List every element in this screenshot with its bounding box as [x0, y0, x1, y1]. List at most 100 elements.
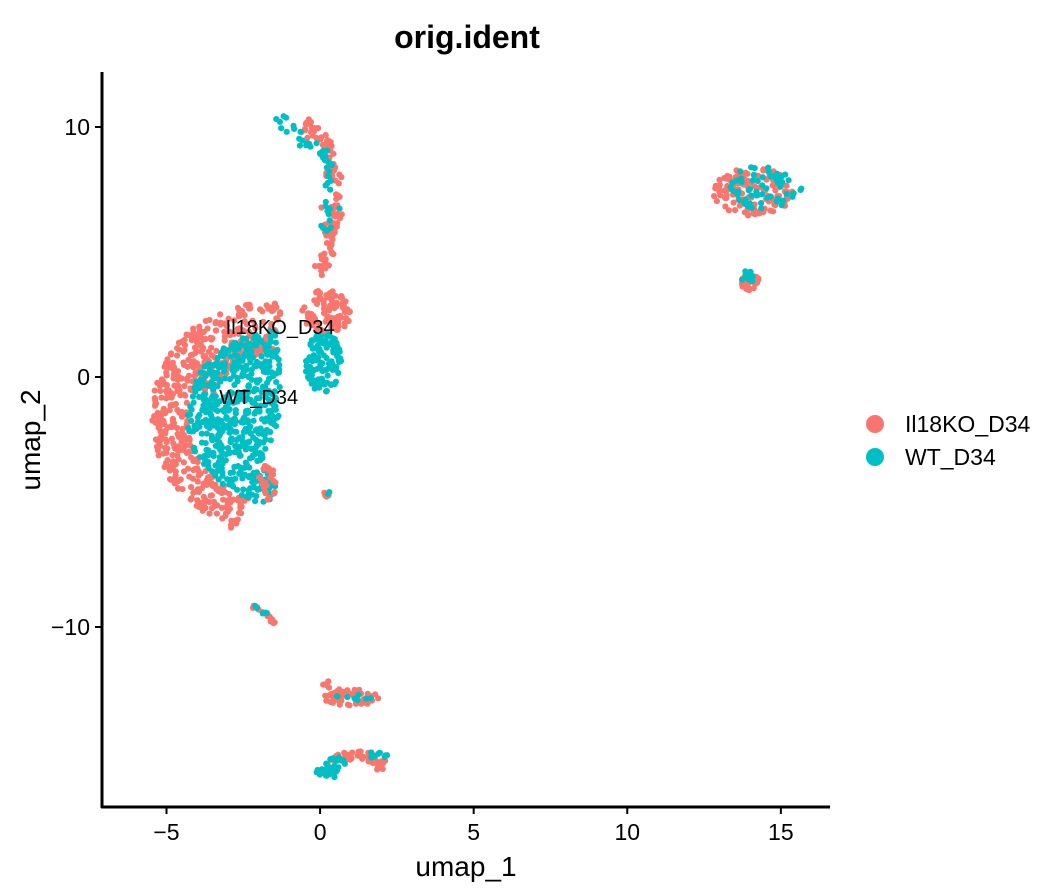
- point-wt-d34: [267, 338, 274, 345]
- point-il18ko-d34: [191, 488, 198, 495]
- point-wt-d34: [246, 464, 253, 471]
- point-wt-d34: [247, 342, 254, 349]
- y-tick-label: 10: [64, 114, 90, 140]
- point-wt-d34: [327, 756, 334, 763]
- point-wt-d34: [338, 757, 345, 764]
- point-il18ko-d34: [162, 436, 169, 443]
- point-il18ko-d34: [179, 425, 186, 432]
- point-wt-d34: [245, 487, 252, 494]
- point-il18ko-d34: [151, 395, 158, 402]
- point-wt-d34: [322, 182, 329, 189]
- point-il18ko-d34: [257, 306, 264, 313]
- point-wt-d34: [249, 478, 256, 486]
- point-wt-d34: [216, 419, 223, 426]
- point-wt-d34: [753, 188, 760, 195]
- point-il18ko-d34: [155, 452, 162, 459]
- point-il18ko-d34: [157, 437, 164, 444]
- point-wt-d34: [226, 406, 233, 413]
- point-il18ko-d34: [339, 299, 346, 306]
- point-wt-d34: [323, 227, 330, 234]
- point-il18ko-d34: [234, 325, 241, 333]
- point-wt-d34: [331, 766, 338, 774]
- point-wt-d34: [789, 193, 796, 200]
- point-wt-d34: [264, 379, 271, 386]
- point-wt-d34: [227, 420, 234, 427]
- point-wt-d34: [267, 437, 274, 444]
- point-il18ko-d34: [185, 332, 192, 339]
- point-wt-d34: [190, 444, 197, 451]
- point-il18ko-d34: [163, 449, 170, 456]
- point-il18ko-d34: [162, 427, 169, 435]
- point-il18ko-d34: [188, 337, 195, 344]
- point-il18ko-d34: [375, 695, 382, 702]
- point-il18ko-d34: [210, 498, 217, 506]
- point-il18ko-d34: [317, 136, 324, 143]
- point-wt-d34: [742, 196, 749, 203]
- point-il18ko-d34: [174, 352, 181, 359]
- point-wt-d34: [260, 431, 267, 438]
- point-il18ko-d34: [177, 392, 184, 399]
- point-il18ko-d34: [157, 387, 164, 394]
- point-il18ko-d34: [260, 318, 267, 325]
- point-il18ko-d34: [213, 510, 220, 517]
- point-il18ko-d34: [268, 320, 275, 327]
- point-wt-d34: [777, 183, 784, 190]
- point-il18ko-d34: [262, 488, 269, 496]
- x-tick-label: 15: [768, 819, 794, 845]
- point-wt-d34: [206, 424, 213, 432]
- point-wt-d34: [335, 353, 342, 360]
- point-il18ko-d34: [264, 464, 271, 471]
- point-wt-d34: [203, 430, 210, 437]
- point-wt-d34: [275, 412, 282, 419]
- point-il18ko-d34: [208, 344, 215, 351]
- point-wt-d34: [318, 222, 325, 229]
- point-il18ko-d34: [736, 202, 743, 209]
- point-il18ko-d34: [225, 315, 232, 322]
- point-wt-d34: [205, 361, 212, 368]
- point-wt-d34: [245, 373, 252, 380]
- point-wt-d34: [188, 417, 195, 424]
- point-il18ko-d34: [191, 344, 199, 351]
- point-il18ko-d34: [212, 483, 219, 490]
- point-wt-d34: [308, 369, 315, 376]
- point-il18ko-d34: [196, 503, 203, 511]
- point-il18ko-d34: [215, 488, 222, 495]
- point-il18ko-d34: [189, 351, 196, 358]
- legend-label: Il18KO_D34: [905, 411, 1031, 437]
- point-il18ko-d34: [185, 356, 192, 363]
- point-il18ko-d34: [217, 321, 224, 328]
- point-il18ko-d34: [164, 356, 171, 363]
- point-wt-d34: [782, 171, 789, 178]
- point-wt-d34: [232, 347, 239, 354]
- point-wt-d34: [251, 399, 258, 406]
- point-il18ko-d34: [322, 307, 329, 315]
- point-il18ko-d34: [722, 194, 729, 201]
- point-wt-d34: [217, 447, 224, 454]
- point-wt-d34: [241, 464, 248, 471]
- point-il18ko-d34: [744, 170, 751, 177]
- point-il18ko-d34: [334, 313, 342, 320]
- point-il18ko-d34: [302, 126, 309, 134]
- point-il18ko-d34: [197, 341, 204, 348]
- point-wt-d34: [220, 396, 227, 403]
- point-il18ko-d34: [195, 467, 202, 474]
- point-wt-d34: [297, 128, 304, 135]
- point-il18ko-d34: [783, 182, 790, 189]
- point-wt-d34: [218, 455, 225, 462]
- point-wt-d34: [186, 411, 194, 418]
- point-il18ko-d34: [151, 387, 158, 394]
- point-il18ko-d34: [169, 460, 176, 467]
- point-il18ko-d34: [167, 476, 174, 483]
- point-il18ko-d34: [323, 697, 330, 704]
- point-wt-d34: [230, 483, 237, 490]
- point-wt-d34: [218, 465, 225, 472]
- point-wt-d34: [226, 429, 233, 436]
- point-il18ko-d34: [716, 176, 723, 183]
- point-wt-d34: [234, 353, 242, 360]
- point-wt-d34: [306, 140, 313, 147]
- point-il18ko-d34: [166, 364, 173, 371]
- point-wt-d34: [256, 408, 263, 415]
- point-il18ko-d34: [174, 424, 181, 432]
- point-wt-d34: [224, 415, 231, 422]
- point-wt-d34: [291, 125, 298, 132]
